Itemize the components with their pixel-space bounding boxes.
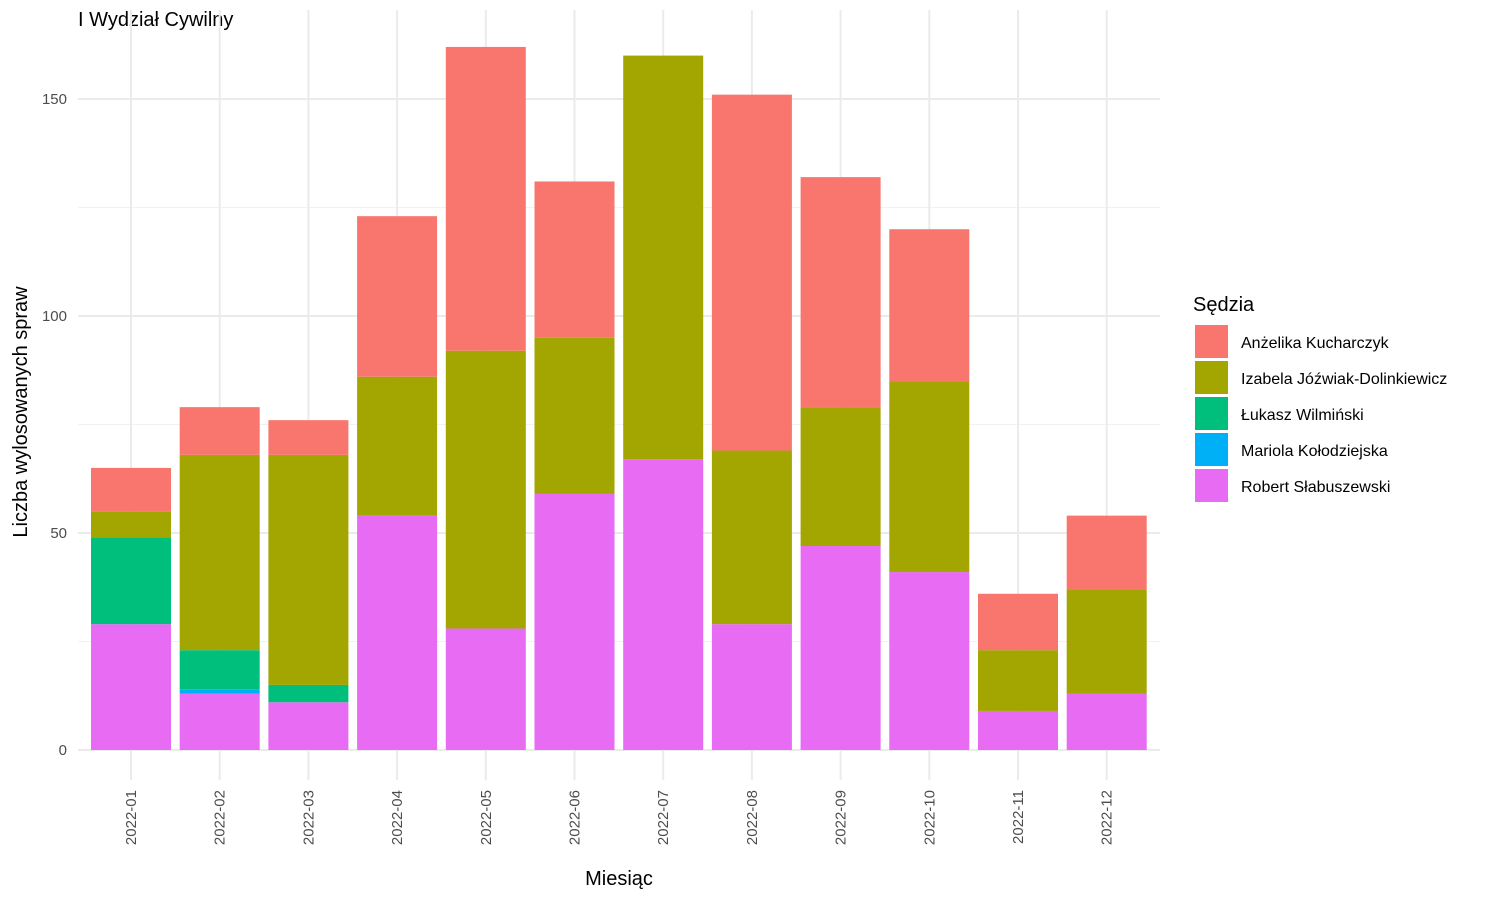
bar-segment (889, 381, 970, 573)
bar-segment (800, 407, 881, 547)
legend-swatch (1195, 433, 1228, 466)
x-tick-label: 2022-08 (744, 790, 761, 845)
y-tick-label: 0 (59, 742, 67, 759)
bar-segment (800, 546, 881, 750)
x-axis-ticks: 2022-01 2022-02 2022-03 2022-04 2022-05 2022-… (123, 790, 1116, 845)
bar-segment (91, 624, 171, 750)
bar-segment (1066, 515, 1147, 590)
x-tick-label: 2022-03 (300, 790, 317, 845)
bar-segment (268, 454, 349, 685)
bar-segment (179, 407, 260, 455)
bar-segment (623, 55, 704, 460)
bar-segment (445, 628, 526, 750)
bar-segment (889, 572, 970, 750)
bar-segment (1066, 589, 1147, 694)
x-tick-label: 2022-02 (212, 790, 229, 845)
legend-label: Mariola Kołodziejska (1241, 443, 1388, 460)
legend-title: Sędzia (1193, 294, 1255, 316)
bar-segment (179, 454, 260, 651)
x-tick-label: 2022-07 (655, 790, 672, 845)
bar-segment (711, 624, 792, 750)
bar-segment (357, 376, 438, 516)
bar-segment (268, 420, 349, 455)
legend-swatch (1195, 397, 1228, 430)
bar-segment (268, 684, 349, 703)
bar-segment (179, 689, 260, 694)
bar-segment (534, 181, 615, 338)
bar-segment (534, 337, 615, 494)
bar-segment (978, 593, 1058, 651)
bar-segment (889, 229, 970, 382)
bar-segment (978, 710, 1058, 750)
bars (91, 46, 1147, 750)
bar-segment (179, 693, 260, 750)
legend-label: Robert Słabuszewski (1241, 479, 1390, 496)
x-tick-label: 2022-05 (478, 790, 495, 845)
legend-label: Izabela Jóźwiak-Dolinkiewicz (1241, 371, 1447, 388)
legend-swatch (1195, 361, 1228, 394)
x-axis-title: Miesiąc (585, 868, 653, 890)
chart-title: I Wydział Cywilny (78, 9, 233, 31)
legend-swatch (1195, 325, 1228, 358)
y-tick-label: 50 (50, 525, 67, 542)
legend: Sędzia Anżelika Kucharczyk Izabela Jóźwia… (1193, 294, 1447, 502)
x-tick-label: 2022-06 (567, 790, 584, 845)
y-axis-title: Liczba wylosowanych spraw (10, 286, 32, 538)
bar-segment (623, 459, 704, 750)
bar-segment (91, 537, 171, 625)
bar-segment (534, 493, 615, 750)
bar-segment (1066, 693, 1147, 750)
x-tick-label: 2022-11 (1010, 790, 1027, 844)
bar-segment (357, 216, 438, 377)
bar-segment (800, 177, 881, 408)
bar-segment (268, 702, 349, 750)
bar-segment (978, 650, 1058, 711)
bar-segment (91, 511, 171, 538)
y-axis-ticks: 0 50 100 150 (42, 91, 67, 759)
x-tick-label: 2022-12 (1099, 790, 1116, 845)
x-tick-label: 2022-01 (123, 790, 140, 845)
x-tick-label: 2022-09 (833, 790, 850, 845)
y-tick-label: 150 (42, 91, 67, 108)
bar-segment (445, 350, 526, 629)
x-tick-label: 2022-10 (921, 790, 938, 845)
legend-swatch (1195, 469, 1228, 502)
legend-label: Anżelika Kucharczyk (1241, 335, 1390, 352)
bar-segment (711, 450, 792, 625)
y-tick-label: 100 (42, 308, 67, 325)
bar-segment (179, 650, 260, 690)
bar-segment (711, 94, 792, 451)
bar-segment (357, 515, 438, 750)
x-tick-label: 2022-04 (389, 790, 406, 845)
legend-label: Łukasz Wilmiński (1241, 407, 1364, 424)
bar-segment (91, 467, 171, 512)
bar-segment (445, 46, 526, 351)
